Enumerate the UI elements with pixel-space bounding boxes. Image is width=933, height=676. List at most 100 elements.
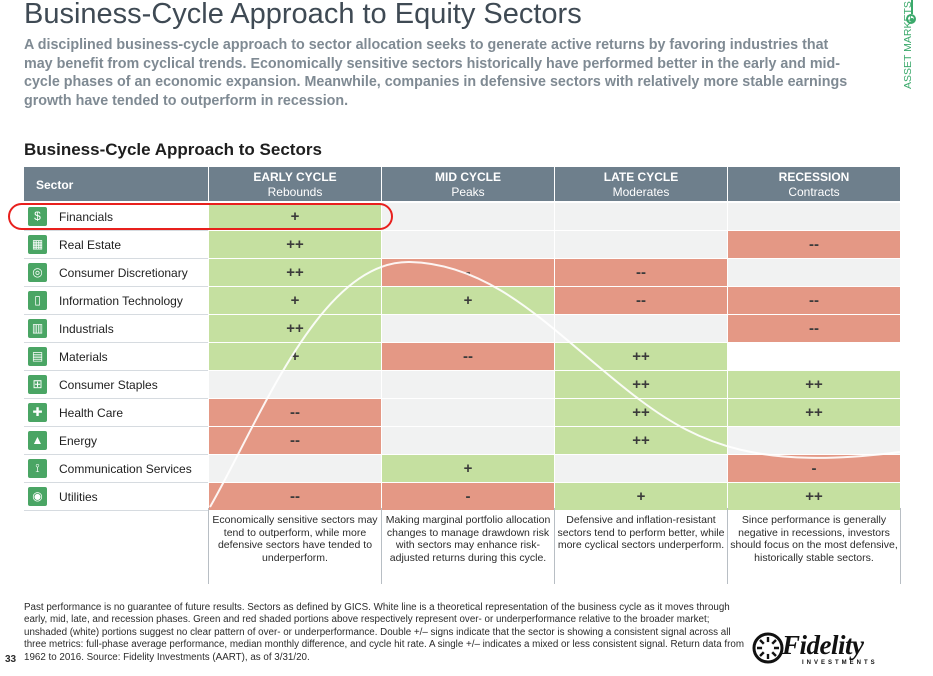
phase-description: Defensive and inflation-resistant sector…	[557, 514, 725, 552]
sector-label: Communication Services	[59, 462, 192, 476]
sector-cell: ▤ Materials	[24, 343, 208, 371]
materials-icon: ▤	[28, 347, 47, 366]
signal-cell: ++	[555, 399, 727, 427]
signal-cell: +	[382, 455, 554, 483]
signal-cell: ++	[209, 231, 381, 259]
sector-cell: ◉ Utilities	[24, 483, 208, 511]
table-row: ⊞ Consumer Staples ++ ++	[24, 371, 900, 399]
signal-cell	[382, 427, 554, 455]
fidelity-logo: Fidelity INVESTMENTS	[752, 630, 902, 666]
sector-label: Energy	[59, 434, 98, 448]
phase-subtitle: Peaks	[451, 185, 485, 199]
nav-dot-icon[interactable]	[906, 14, 916, 24]
financials-highlight-outline	[8, 203, 393, 230]
signal-cell: ++	[209, 259, 381, 287]
table-row: ▤ Materials + -- ++	[24, 343, 900, 371]
signal-cell	[728, 427, 900, 455]
phase-subtitle: Contracts	[788, 185, 840, 199]
signal-cell: ++	[728, 483, 900, 511]
table-row: ▯ Information Technology + + -- --	[24, 287, 900, 315]
phase-name: MID CYCLE	[435, 170, 501, 184]
signal-cell	[555, 203, 727, 231]
table-row: ▲ Energy -- ++	[24, 427, 900, 455]
sector-header: Sector	[24, 167, 208, 201]
factory-icon: ▥	[28, 319, 47, 338]
sector-label: Industrials	[59, 322, 114, 336]
signal-cell: --	[728, 231, 900, 259]
table-row: ▥ Industrials ++ --	[24, 315, 900, 343]
signal-cell	[728, 203, 900, 231]
sector-label: Consumer Staples	[59, 378, 158, 392]
signal-cell	[382, 203, 554, 231]
column-divider	[381, 508, 382, 584]
column-divider	[208, 508, 209, 584]
sector-cell: ▥ Industrials	[24, 315, 208, 343]
bulb-icon: ◉	[28, 487, 47, 506]
footnote: Past performance is no guarantee of futu…	[24, 602, 744, 663]
signal-cell: --	[209, 427, 381, 455]
phase-subtitle: Rebounds	[267, 185, 323, 199]
phone-icon: ▯	[28, 291, 47, 310]
sector-label: Financials	[59, 210, 114, 224]
cart-icon: ⊞	[28, 375, 47, 394]
sector-label: Real Estate	[59, 238, 122, 252]
intro-text: A disciplined business-cycle approach to…	[24, 37, 848, 109]
signal-cell	[209, 371, 381, 399]
signal-cell: ++	[555, 371, 727, 399]
signal-cell: ++	[209, 315, 381, 343]
sector-header-label: Sector	[36, 178, 74, 192]
signal-cell: +	[209, 203, 381, 231]
sector-cell: ▯ Information Technology	[24, 287, 208, 315]
signal-cell	[382, 371, 554, 399]
phase-description: Economically sensitive sectors may tend …	[212, 514, 378, 564]
sector-cell: $ Financials	[24, 203, 208, 231]
section-title: Business-Cycle Approach to Sectors	[24, 140, 322, 159]
signal-cell	[209, 455, 381, 483]
oil-rig-icon: ▲	[28, 431, 47, 450]
column-divider	[554, 508, 555, 584]
signal-cell: +	[555, 483, 727, 511]
signal-cell: -	[382, 483, 554, 511]
sector-label: Consumer Discretionary	[59, 266, 188, 280]
phase-header: EARLY CYCLE Rebounds	[209, 167, 381, 201]
sector-cell: ✚ Health Care	[24, 399, 208, 427]
dollar-icon: $	[28, 207, 47, 226]
fidelity-subtitle: INVESTMENTS	[802, 660, 878, 666]
signal-cell: --	[728, 287, 900, 315]
signal-cell: -	[728, 455, 900, 483]
table-row: ◎ Consumer Discretionary ++ - --	[24, 259, 900, 287]
building-icon: ▦	[28, 235, 47, 254]
phase-name: EARLY CYCLE	[253, 170, 337, 184]
phase-description: Making marginal portfolio allocation cha…	[385, 514, 551, 564]
health-cross-icon: ✚	[28, 403, 47, 422]
table-row: $ Financials +	[24, 203, 900, 231]
signal-cell	[728, 259, 900, 287]
sector-cell: ⟟ Communication Services	[24, 455, 208, 483]
signal-cell: ++	[728, 371, 900, 399]
signal-cell: --	[382, 343, 554, 371]
nav-line	[911, 0, 913, 14]
sector-label: Information Technology	[59, 294, 183, 308]
phase-header: MID CYCLE Peaks	[382, 167, 554, 201]
signal-cell: ++	[555, 427, 727, 455]
signal-cell: +	[209, 287, 381, 315]
sector-cell: ▲ Energy	[24, 427, 208, 455]
sector-cell: ▦ Real Estate	[24, 231, 208, 259]
phase-header: LATE CYCLE Moderates	[555, 167, 727, 201]
sector-cell: ⊞ Consumer Staples	[24, 371, 208, 399]
table-row: ✚ Health Care -- ++ ++	[24, 399, 900, 427]
fidelity-wordmark: Fidelity	[782, 630, 864, 660]
page-number: 33	[5, 654, 17, 665]
column-divider	[900, 508, 901, 584]
table-row: ⟟ Communication Services + -	[24, 455, 900, 483]
table-row: ◉ Utilities -- - + ++	[24, 483, 900, 511]
phase-description: Since performance is generally negative …	[730, 514, 898, 564]
signal-cell	[382, 315, 554, 343]
phase-subtitle: Moderates	[612, 185, 670, 199]
side-section-label[interactable]: ASSET MARKETS	[902, 1, 914, 89]
signal-cell	[555, 455, 727, 483]
signal-cell: --	[555, 287, 727, 315]
signal-cell	[382, 399, 554, 427]
sector-label: Health Care	[59, 406, 124, 420]
sector-cell: ◎ Consumer Discretionary	[24, 259, 208, 287]
